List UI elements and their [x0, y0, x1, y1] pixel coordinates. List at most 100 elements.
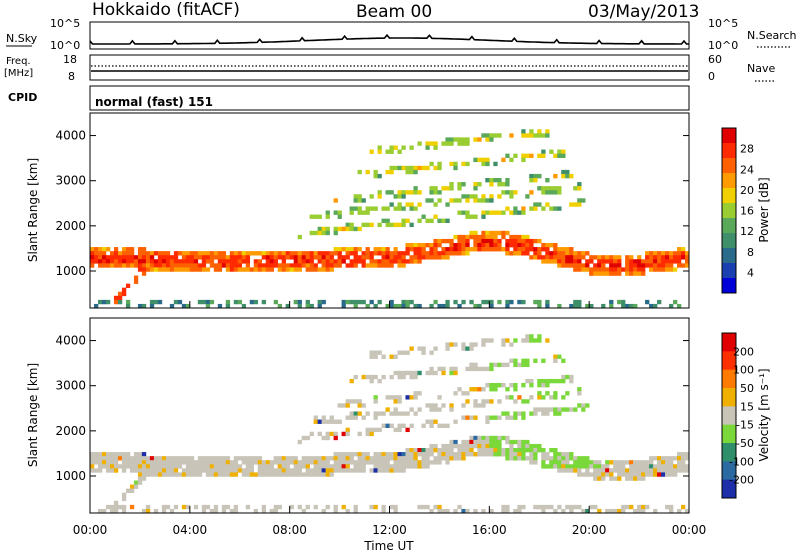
- power-cell: [569, 255, 574, 260]
- power-cell: [581, 251, 586, 256]
- power-colorbar-swatch: [722, 248, 736, 264]
- power-cell: [417, 259, 422, 264]
- power-cell: [209, 299, 215, 305]
- power-cell: [181, 263, 187, 268]
- velocity-cell: [213, 464, 219, 469]
- power-cell: [441, 238, 446, 244]
- velocity-cell: [389, 423, 394, 428]
- velocity-cell: [525, 362, 530, 368]
- velocity-cell: [525, 334, 530, 339]
- velocity-cell: [441, 443, 446, 449]
- power-cell: [517, 247, 522, 252]
- power-cell: [201, 259, 207, 264]
- velocity-cell: [369, 468, 374, 473]
- power-cell: [657, 255, 662, 260]
- power-cell: [465, 251, 470, 256]
- velocity-cell: [249, 468, 255, 473]
- power-cell: [449, 238, 454, 244]
- velocity-cell: [597, 472, 602, 477]
- power-cell: [117, 263, 123, 268]
- power-cell: [225, 267, 231, 272]
- velocity-cell: [557, 407, 562, 412]
- velocity-cell: [161, 468, 167, 473]
- power-cell: [217, 303, 223, 309]
- power-cell: [381, 259, 386, 264]
- velocity-cell: [277, 460, 282, 465]
- power-cell: [485, 157, 490, 163]
- power-cell: [409, 145, 414, 150]
- power-cell: [313, 214, 318, 219]
- velocity-cell: [409, 370, 414, 376]
- power-cell: [229, 251, 235, 256]
- velocity-cell: [445, 342, 450, 347]
- velocity-cell: [533, 411, 538, 416]
- power-colorbar-tick: 20: [740, 184, 754, 197]
- power-cell: [601, 271, 606, 276]
- velocity-cell: [233, 508, 239, 514]
- velocity-cell: [649, 460, 654, 465]
- power-cell: [393, 145, 398, 150]
- velocity-cell: [157, 464, 163, 469]
- power-cell: [425, 165, 430, 171]
- power-cell: [453, 165, 458, 171]
- power-cell: [265, 259, 270, 264]
- power-cell: [521, 299, 526, 305]
- velocity-cell: [477, 443, 482, 449]
- power-cell: [593, 267, 598, 272]
- velocity-cell: [425, 464, 430, 469]
- velocity-cell: [537, 504, 542, 510]
- power-cell: [525, 194, 530, 199]
- power-cell: [133, 259, 139, 264]
- velocity-cell: [129, 484, 135, 489]
- velocity-cell: [661, 472, 666, 477]
- velocity-cell: [437, 460, 442, 465]
- power-colorbar-swatch: [722, 173, 736, 189]
- power-cell: [333, 230, 338, 236]
- velocity-cell: [377, 464, 382, 469]
- velocity-cell: [213, 508, 219, 514]
- velocity-cell: [541, 411, 546, 416]
- velocity-cell: [429, 350, 434, 355]
- power-cell: [657, 267, 662, 272]
- power-cell: [665, 263, 670, 268]
- velocity-cell: [413, 374, 418, 380]
- velocity-cell: [345, 452, 350, 457]
- velocity-cell: [117, 504, 123, 510]
- velocity-cell: [105, 460, 111, 465]
- velocity-cell: [569, 374, 574, 380]
- power-cell: [625, 259, 630, 264]
- velocity-cell: [453, 370, 458, 376]
- power-cell: [545, 178, 550, 183]
- velocity-colorbar-swatch: [722, 333, 736, 352]
- velocity-cell: [433, 419, 438, 424]
- velocity-cell: [557, 411, 562, 416]
- power-cell: [465, 234, 470, 240]
- power-cell: [325, 255, 330, 260]
- power-cell: [541, 259, 546, 264]
- velocity-cell: [381, 423, 386, 428]
- velocity-cell: [553, 508, 558, 514]
- velocity-cell: [145, 504, 151, 510]
- velocity-cell: [665, 460, 670, 465]
- velocity-cell: [553, 448, 558, 453]
- velocity-cell: [305, 468, 310, 473]
- velocity-cell: [569, 508, 574, 514]
- velocity-cell: [545, 464, 550, 469]
- velocity-cell: [585, 460, 590, 465]
- power-cell: [137, 247, 143, 252]
- power-cell: [629, 259, 634, 264]
- velocity-cell: [101, 464, 107, 469]
- power-cell: [485, 133, 490, 138]
- velocity-cell: [481, 403, 486, 408]
- velocity-cell: [353, 504, 358, 510]
- velocity-cell: [529, 395, 534, 400]
- power-cell: [469, 230, 474, 236]
- velocity-cell: [537, 391, 542, 396]
- velocity-cell: [349, 399, 354, 404]
- power-cell: [489, 182, 494, 187]
- power-cell: [481, 243, 486, 248]
- power-cell: [273, 263, 278, 268]
- velocity-cell: [437, 452, 442, 457]
- power-cell: [305, 259, 310, 264]
- velocity-cell: [365, 452, 370, 457]
